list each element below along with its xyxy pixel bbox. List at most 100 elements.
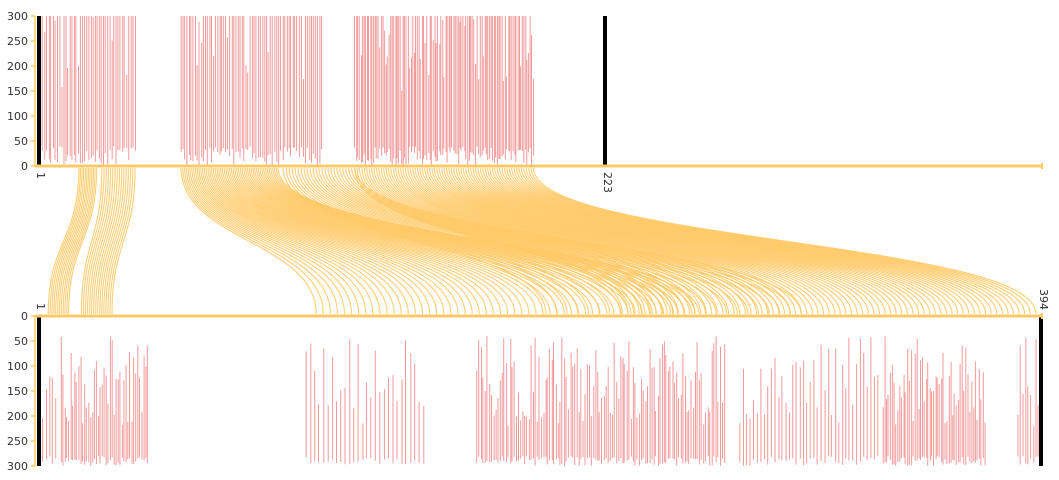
link-curve (474, 167, 903, 315)
link-curve (198, 167, 388, 315)
bottom-end-label: 394 (1037, 289, 1050, 310)
top-end-cap (603, 16, 607, 166)
bottom-start-label: 1 (34, 303, 47, 310)
link-curve (429, 167, 797, 315)
top-tick-label: 50 (14, 135, 28, 148)
link-curve (361, 167, 640, 315)
link-curve (412, 167, 758, 315)
bottom-tick-label: 150 (7, 385, 28, 398)
link-curve (387, 167, 702, 315)
link-curve (373, 167, 668, 315)
link-curve (462, 167, 875, 315)
link-curve (245, 167, 572, 315)
link-curve (479, 167, 914, 315)
link-curve (234, 167, 530, 315)
link-curve (460, 167, 869, 315)
link-curve (416, 167, 769, 315)
link-curve (218, 167, 466, 315)
link-curve (458, 167, 864, 315)
link-curve (47, 167, 80, 315)
link-curve (525, 167, 1020, 315)
link-curve (285, 167, 558, 315)
link-curve (236, 167, 537, 315)
link-curve (82, 167, 105, 315)
link-curve (455, 167, 858, 315)
link-curve (421, 167, 780, 315)
link-curve (523, 167, 1015, 315)
link-curve (239, 167, 551, 315)
link-curve (354, 167, 623, 315)
link-curve (443, 167, 830, 315)
link-curve (390, 167, 707, 315)
link-curve (232, 167, 523, 315)
link-curve (431, 167, 802, 315)
link-curve (225, 167, 494, 315)
link-curve (53, 167, 85, 315)
link-curve (58, 167, 90, 315)
link-curve (494, 167, 948, 315)
link-curve (424, 167, 786, 315)
link-curve (450, 167, 847, 315)
link-curve (214, 167, 452, 315)
bottom-track: 0 50 100 150 200 250 300 1 394 (7, 289, 1050, 473)
link-curve (89, 167, 112, 315)
link-curve (363, 167, 646, 315)
link-curve (501, 167, 964, 315)
link-curve (508, 167, 981, 315)
link-curve (356, 167, 629, 315)
link-curve (433, 167, 808, 315)
link-curve (221, 167, 480, 315)
link-curve (49, 167, 82, 315)
link-curve (294, 167, 589, 315)
link-curve (300, 167, 611, 315)
link-curve (91, 167, 114, 315)
link-curve (470, 167, 892, 315)
link-curve (506, 167, 975, 315)
link-curve (477, 167, 908, 315)
link-curve (84, 167, 107, 315)
link-curve (402, 167, 735, 315)
link-curve (520, 167, 1009, 315)
link-curve (282, 167, 547, 315)
link-curve (189, 167, 353, 315)
link-curve (378, 167, 679, 315)
link-curve (95, 167, 118, 315)
link-curve (467, 167, 886, 315)
link-curve (103, 167, 127, 315)
link-curve (220, 167, 473, 315)
link-curve (465, 167, 881, 315)
link-curve (503, 167, 970, 315)
link-curve (64, 167, 95, 315)
top-end-label: 223 (601, 172, 614, 193)
link-curve (254, 167, 608, 315)
link-curve (105, 167, 129, 315)
link-curve (297, 167, 600, 315)
link-curve (518, 167, 1003, 315)
link-curve (209, 167, 431, 315)
link-curve (229, 167, 509, 315)
link-curve (263, 167, 643, 315)
link-curve (438, 167, 819, 315)
link-curve (207, 167, 424, 315)
link-curve (107, 167, 132, 315)
link-curve (193, 167, 367, 315)
link-curve (445, 167, 836, 315)
link-curve (180, 167, 317, 315)
link-curve (99, 167, 123, 315)
link-curve (196, 167, 381, 315)
link-curve (496, 167, 953, 315)
link-curve (203, 167, 409, 315)
link-curve (400, 167, 730, 315)
link-curve (383, 167, 691, 315)
link-curve (230, 167, 516, 315)
link-curve (407, 167, 746, 315)
top-tick-label: 100 (7, 110, 28, 123)
link-curve (268, 167, 665, 315)
link-curve (184, 167, 331, 315)
link-curve (312, 167, 653, 315)
bottom-tick-label: 250 (7, 435, 28, 448)
bottom-tick-label: 100 (7, 360, 28, 373)
link-curve (472, 167, 897, 315)
